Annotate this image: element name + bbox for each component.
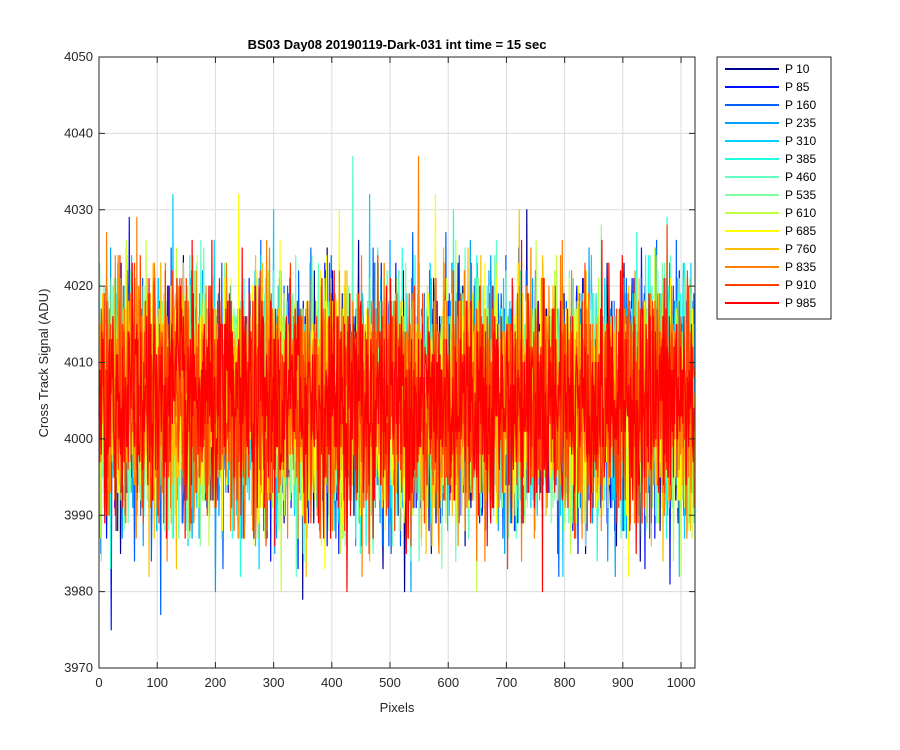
x-axis-label: Pixels	[380, 700, 415, 715]
legend-label: P 385	[785, 152, 816, 166]
series-line-p985	[98, 239, 695, 593]
y-tick-label: 4010	[64, 355, 93, 370]
legend-box	[716, 56, 832, 320]
y-tick-label: 4030	[64, 202, 93, 217]
series-layer	[98, 155, 696, 631]
x-tick-label: 700	[496, 675, 518, 690]
legend-label: P 535	[785, 188, 816, 202]
legend-label: P 610	[785, 206, 816, 220]
x-tick-label: 400	[321, 675, 343, 690]
x-tick-label: 500	[379, 675, 401, 690]
y-tick-label: 4050	[64, 49, 93, 64]
y-tick-label: 4000	[64, 431, 93, 446]
legend-label: P 310	[785, 134, 816, 148]
legend-label: P 85	[785, 80, 810, 94]
x-tick-label: 1000	[667, 675, 696, 690]
y-axis-label: Cross Track Signal (ADU)	[36, 289, 51, 438]
legend: P 10 P 85 P 160 P 235 P 310 P 385 P 460 P 535 P …	[716, 56, 832, 320]
legend-label: P 685	[785, 224, 816, 238]
x-tick-label: 0	[95, 675, 102, 690]
y-tick-label: 4020	[64, 278, 93, 293]
y-tick-label: 3980	[64, 584, 93, 599]
x-tick-label: 800	[554, 675, 576, 690]
y-tick-label: 4040	[64, 125, 93, 140]
legend-label: P 10	[785, 62, 810, 76]
x-tick-label: 200	[205, 675, 227, 690]
y-tick-label: 3970	[64, 660, 93, 675]
legend-label: P 235	[785, 116, 816, 130]
x-tick-label: 300	[263, 675, 285, 690]
chart-title: BS03 Day08 20190119-Dark-031 int time = …	[248, 37, 547, 52]
x-tick-label: 900	[612, 675, 634, 690]
y-axis: 3970 3980 3990 4000 4010 4020 4030 4040 4050	[64, 49, 695, 675]
legend-label: P 910	[785, 278, 816, 292]
legend-label: P 835	[785, 260, 816, 274]
y-tick-label: 3990	[64, 507, 93, 522]
x-axis: 0 100 200 300 400 500 600 700 800 900 1000	[95, 57, 695, 690]
legend-label: P 985	[785, 296, 816, 310]
x-tick-label: 100	[146, 675, 168, 690]
legend-label: P 760	[785, 242, 816, 256]
legend-label: P 460	[785, 170, 816, 184]
legend-label: P 160	[785, 98, 816, 112]
x-tick-label: 600	[437, 675, 459, 690]
